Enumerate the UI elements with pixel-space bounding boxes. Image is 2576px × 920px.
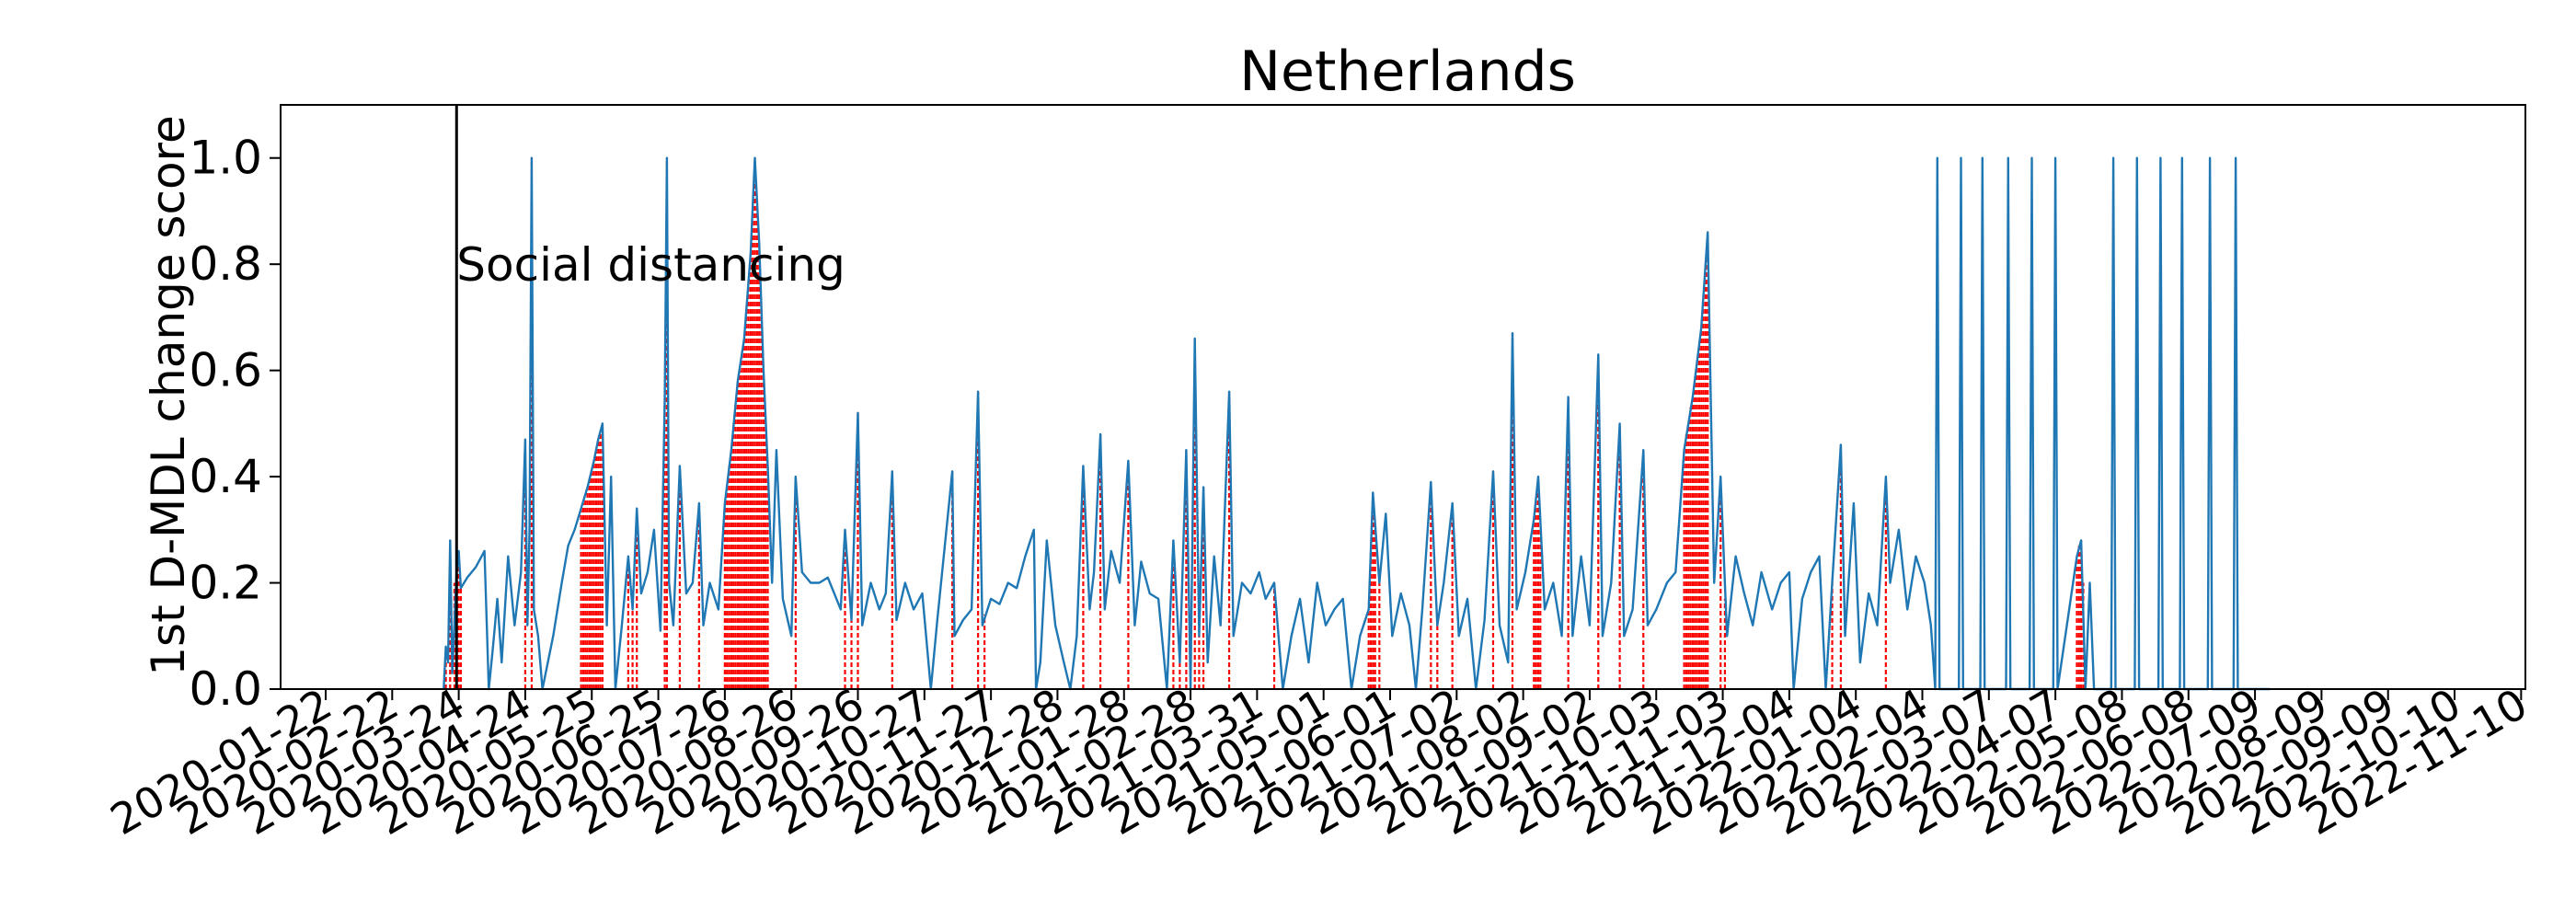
y-axis-label: 1st D-MDL change score xyxy=(142,115,195,676)
x-axis-ticks: 2020-01-222020-02-222020-03-242020-04-24… xyxy=(102,679,2536,845)
y-axis-ticks: 0.0 0.2 0.4 0.6 0.8 1.0 xyxy=(189,132,281,716)
plot-area: Social distancing xyxy=(280,104,2526,691)
annotation: Social distancing xyxy=(454,105,845,689)
alarm-lines xyxy=(444,157,2085,689)
ytick-label-2: 0.4 xyxy=(189,450,262,503)
series-line-0 xyxy=(443,156,2271,691)
ytick-label-0: 0.0 xyxy=(189,662,262,716)
ytick-label-3: 0.6 xyxy=(189,344,262,397)
chart-title: Netherlands xyxy=(1239,40,1576,104)
ytick-label-1: 0.2 xyxy=(189,557,262,610)
axes-frame xyxy=(280,104,2526,690)
social-distancing-label: Social distancing xyxy=(456,238,845,292)
ytick-label-5: 1.0 xyxy=(189,132,262,185)
series-group xyxy=(443,156,2271,691)
ytick-label-4: 0.8 xyxy=(189,237,262,291)
